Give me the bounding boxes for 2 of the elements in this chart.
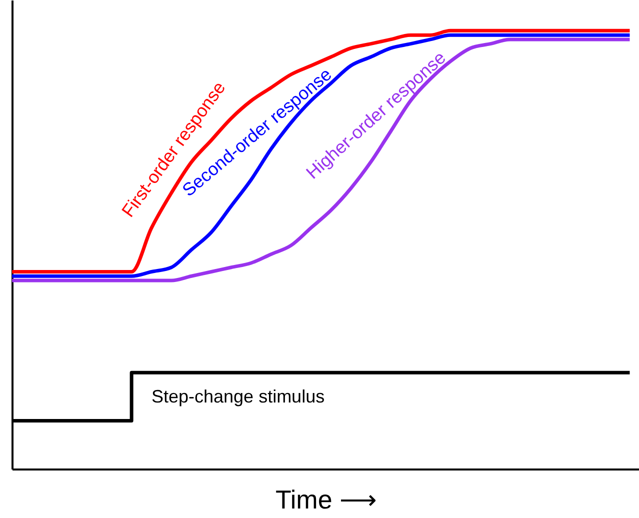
x-axis-title: Time ⟶ [275,484,377,514]
series-label: Step-change stimulus [151,386,325,407]
